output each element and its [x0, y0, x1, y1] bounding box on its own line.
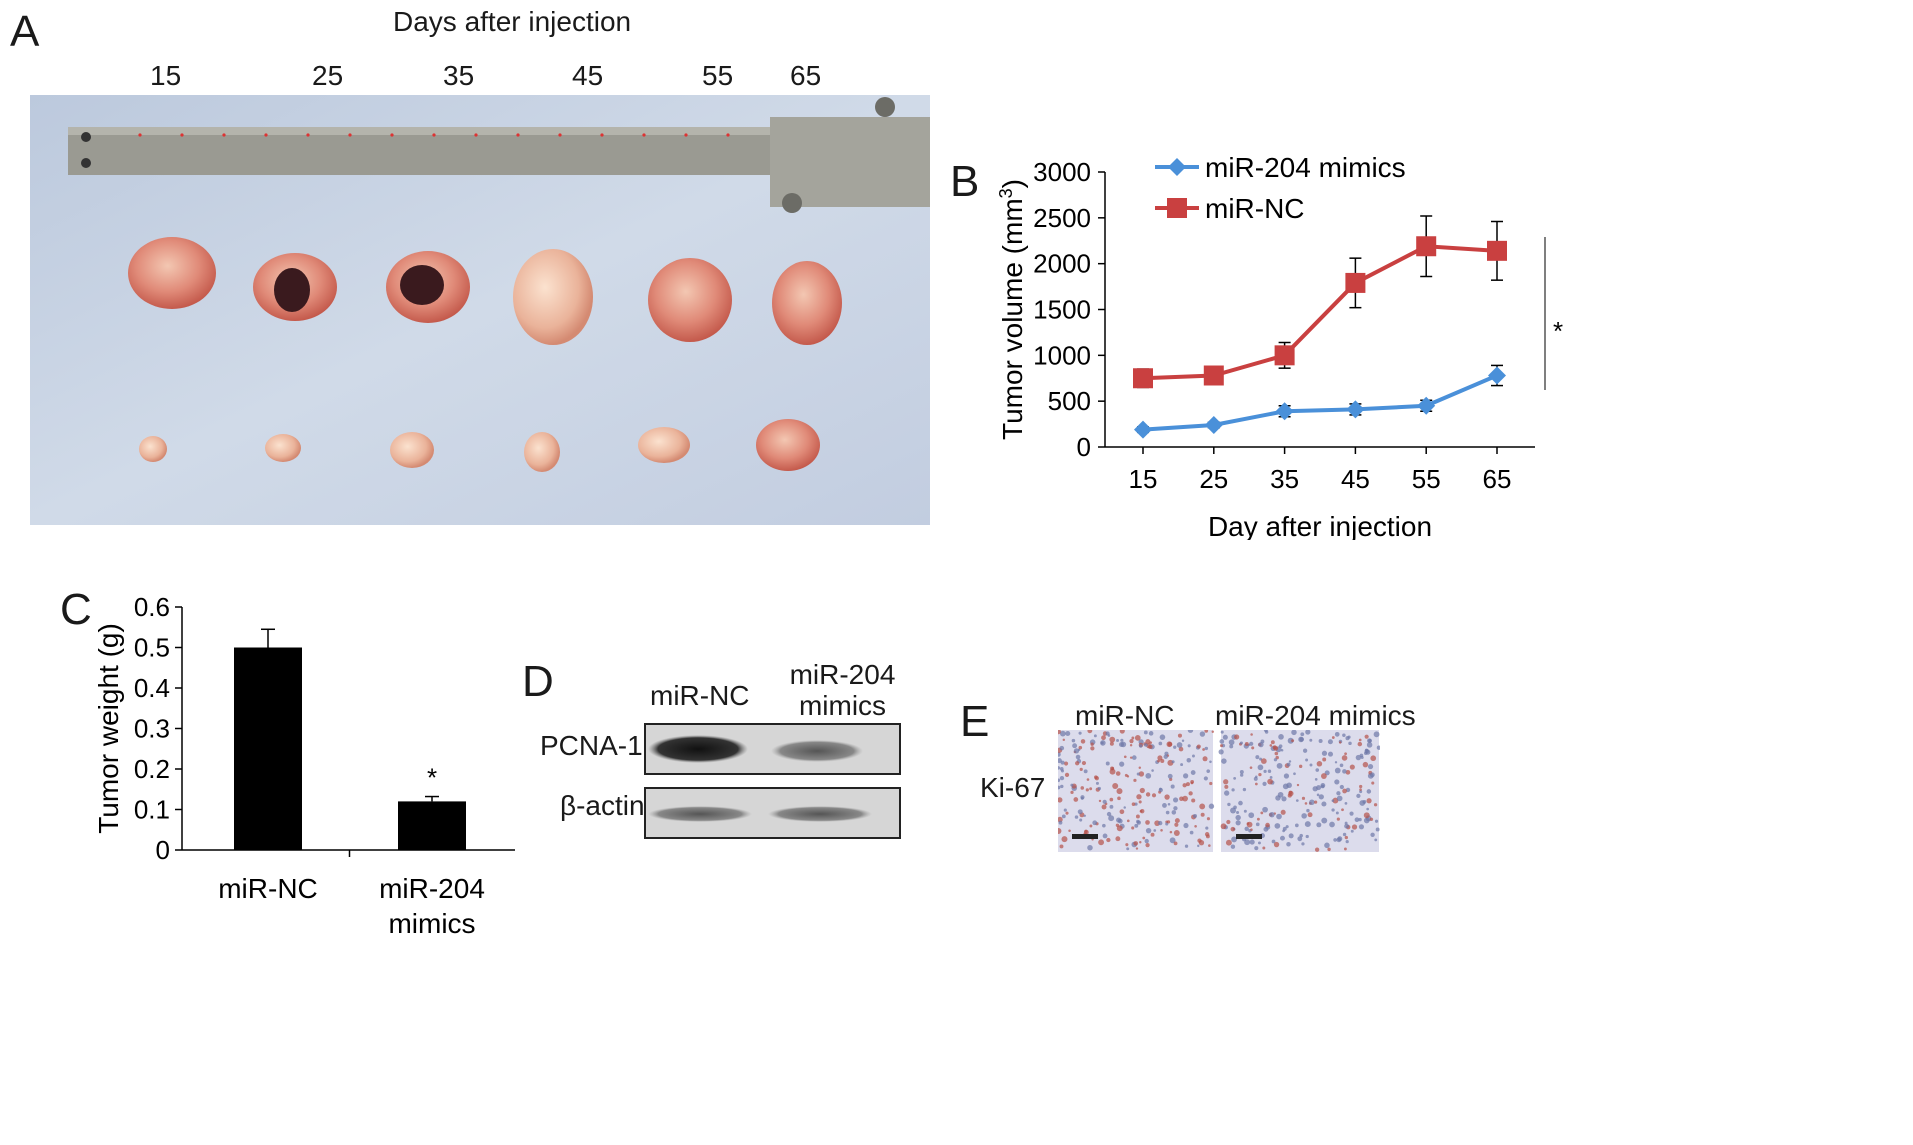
- blot-col-label-mimics: miR-204 mimics: [789, 659, 896, 721]
- y-tick-label: 0.2: [134, 754, 170, 784]
- x-category-label: mimics: [388, 908, 475, 939]
- tumor-nc-45: [513, 249, 593, 345]
- series-line: [1142, 244, 1498, 381]
- data-point: [1274, 345, 1295, 366]
- day-label: 45: [572, 60, 604, 91]
- legend-label: miR-204 mimics: [1205, 152, 1406, 183]
- western-blot: [644, 723, 901, 839]
- y-tick-label: 0: [1077, 432, 1091, 462]
- ihc-col-label-mimics: miR-204 mimics: [1215, 700, 1416, 731]
- data-point: [1488, 366, 1506, 385]
- data-point: [1345, 272, 1366, 293]
- x-tick-label: 35: [1270, 464, 1299, 494]
- caliper-slider: [770, 117, 930, 207]
- tumor-nc-55: [648, 258, 732, 342]
- series-line: [1142, 373, 1498, 432]
- data-point: [1417, 396, 1436, 415]
- tumor-photo: [30, 95, 930, 525]
- blot-col-label-nc: miR-NC: [650, 680, 750, 711]
- data-point: [1346, 400, 1365, 419]
- x-tick-label: 45: [1341, 464, 1370, 494]
- scale-bar-mimics: [1236, 834, 1262, 839]
- y-tick-label: 0: [156, 835, 170, 865]
- x-axis-label: Day after injection: [1208, 511, 1432, 540]
- x-tick-label: 15: [1129, 464, 1158, 494]
- panel-c-letter: C: [60, 585, 92, 634]
- y-tick-label: 3000: [1033, 157, 1091, 187]
- day-label: 65: [790, 60, 822, 91]
- y-axis-label: Tumor weight (g): [93, 623, 124, 834]
- tumor-weight-bar-chart: 0 0.1 0.2 0.3 0.4 0.5 0.6 Tumor weight (g) miR-N…: [93, 592, 515, 939]
- panel-a-letter: A: [10, 7, 40, 56]
- bar: [234, 647, 302, 850]
- data-point: [1133, 368, 1153, 389]
- significance-marker: *: [1553, 316, 1563, 346]
- data-point: [1416, 236, 1437, 257]
- y-tick-label: 2500: [1033, 203, 1091, 233]
- day-label: 55: [702, 60, 734, 91]
- y-tick-label: 0.6: [134, 592, 170, 622]
- x-tick-label: 25: [1199, 464, 1228, 494]
- day-label: 15: [150, 60, 182, 91]
- data-point: [1275, 402, 1294, 421]
- legend-label: miR-NC: [1205, 193, 1305, 224]
- data-point: [1134, 420, 1152, 439]
- y-tick-label: 0.3: [134, 714, 170, 744]
- x-tick-label: 55: [1412, 464, 1441, 494]
- tumor-mimics-35: [390, 432, 434, 468]
- tumor-volume-line-chart: 0 500 1000 1500 2000 2500 3000 15 25 35 45 55 65 Day …: [996, 152, 1563, 540]
- ihc-col-label-nc: miR-NC: [1075, 700, 1175, 731]
- y-tick-label: 2000: [1033, 249, 1091, 279]
- band-actin-mimics: [768, 806, 872, 822]
- panel-b-letter: B: [950, 157, 980, 206]
- y-tick-label: 0.5: [134, 633, 170, 663]
- y-axis-label: Tumor volume (mm3): [996, 179, 1028, 440]
- tumor-mimics-55: [638, 427, 690, 463]
- tumor-mimics-45: [524, 432, 560, 472]
- y-tick-label: 0.1: [134, 795, 170, 825]
- band-pcna-nc: [648, 735, 748, 763]
- panel-e-letter: E: [960, 697, 990, 746]
- tumor-mimics-25: [265, 434, 301, 462]
- y-tick-label: 500: [1048, 386, 1091, 416]
- day-label: 25: [312, 60, 344, 91]
- x-category-label: miR-NC: [218, 873, 318, 904]
- data-point: [1203, 365, 1224, 386]
- significance-marker: *: [427, 763, 437, 793]
- x-category-label: miR-204: [379, 873, 485, 904]
- data-point: [1204, 416, 1223, 434]
- panel-a-title: Days after injection: [393, 6, 632, 37]
- blot-row-label-pcna: PCNA-1: [540, 730, 643, 761]
- tumor-nc-15: [128, 237, 216, 309]
- y-tick-label: 1000: [1033, 340, 1091, 370]
- bar: [398, 801, 466, 850]
- x-tick-label: 65: [1483, 464, 1512, 494]
- tumor-mimics-65: [756, 419, 820, 471]
- day-label: 35: [443, 60, 475, 91]
- tumor-mimics-15: [139, 436, 167, 462]
- ihc-row-label-ki67: Ki-67: [980, 772, 1046, 803]
- band-actin-nc: [648, 806, 752, 822]
- tumor-nc-65: [772, 261, 842, 345]
- ihc-images: [1058, 730, 1380, 852]
- y-tick-label: 0.4: [134, 673, 170, 703]
- panel-d-letter: D: [522, 657, 554, 706]
- y-tick-label: 1500: [1033, 295, 1091, 325]
- band-pcna-mimics: [771, 740, 863, 762]
- data-point: [1487, 240, 1507, 261]
- scale-bar-nc: [1072, 834, 1098, 839]
- blot-row-label-actin: β-actin: [560, 790, 645, 821]
- ihc-image-nc: [1058, 730, 1213, 852]
